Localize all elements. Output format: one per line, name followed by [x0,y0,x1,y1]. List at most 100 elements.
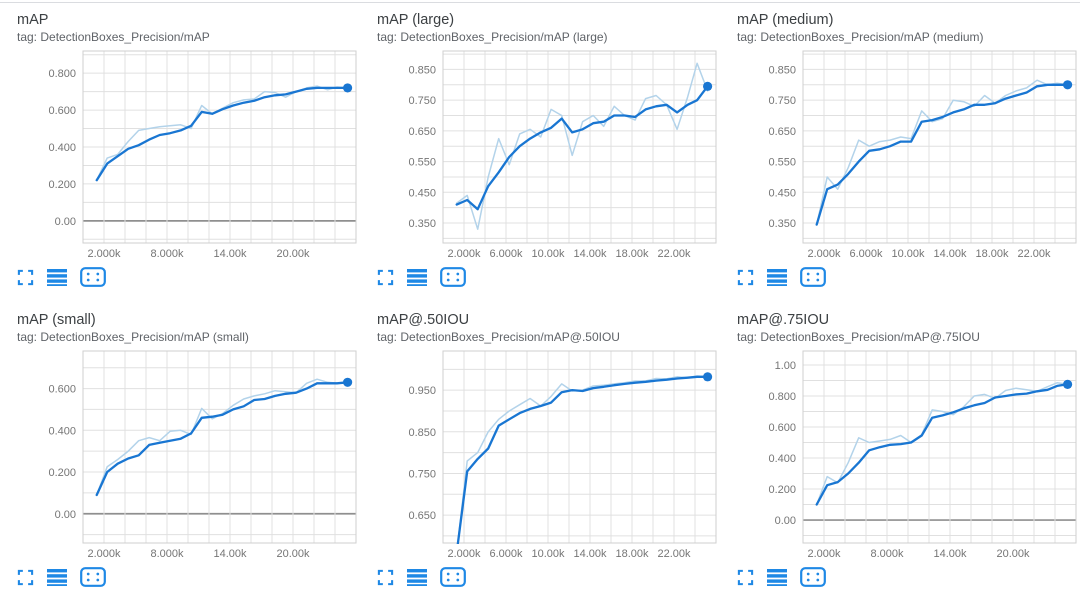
scalar-line-chart[interactable]: 0.350 0.450 0.550 0.650 0.750 0.850 2.000k 6.00… [720,3,1080,261]
svg-text:22.00k: 22.00k [657,548,691,560]
svg-text:8.000k: 8.000k [150,248,184,260]
data-table-icon [47,569,67,586]
expand-icon [737,269,754,285]
chart-header: mAP@.50IOU tag: DetectionBoxes_Precision… [377,312,620,345]
data-table-button[interactable] [767,266,787,288]
scalar-line-chart[interactable]: 0.00 0.200 0.400 0.600 2.000k 8.000k 14.00k 20.… [0,303,360,561]
svg-text:14.00k: 14.00k [933,248,967,260]
chart-title: mAP@.50IOU [377,312,470,328]
chart-title: mAP (large) [377,12,455,28]
svg-text:0.850: 0.850 [408,427,436,439]
svg-text:0.750: 0.750 [768,95,796,107]
svg-text:22.00k: 22.00k [1017,248,1051,260]
chart-tag: tag: DetectionBoxes_Precision/mAP (large… [377,30,608,44]
svg-text:0.450: 0.450 [408,187,436,199]
svg-text:14.00k: 14.00k [933,548,967,560]
fit-domain-button[interactable] [440,266,466,288]
fit-domain-button[interactable] [800,266,826,288]
data-table-icon [47,269,67,286]
svg-text:20.00k: 20.00k [996,548,1030,560]
chart-tag: tag: DetectionBoxes_Precision/mAP (small… [17,330,249,344]
svg-text:6.000k: 6.000k [849,248,883,260]
svg-text:0.750: 0.750 [408,95,436,107]
svg-text:0.350: 0.350 [768,218,796,230]
chart-header: mAP (medium) tag: DetectionBoxes_Precisi… [737,12,984,45]
fit-domain-icon [440,267,466,287]
svg-text:0.850: 0.850 [408,64,436,76]
svg-text:2.000k: 2.000k [87,248,121,260]
svg-text:0.00: 0.00 [55,509,76,521]
svg-text:0.00: 0.00 [55,216,76,228]
svg-text:0.800: 0.800 [768,391,796,403]
expand-card-button[interactable] [17,266,34,288]
svg-text:0.950: 0.950 [408,385,436,397]
chart-title: mAP (small) [17,312,96,328]
expand-card-button[interactable] [377,566,394,588]
scalar-line-chart[interactable]: 0.00 0.200 0.400 0.600 0.800 1.00 2.000k 8.000k… [720,303,1080,561]
svg-text:8.000k: 8.000k [150,548,184,560]
data-table-button[interactable] [767,566,787,588]
expand-icon [17,269,34,285]
chart-tag: tag: DetectionBoxes_Precision/mAP@.75IOU [737,330,980,344]
expand-card-button[interactable] [737,266,754,288]
svg-text:2.000k: 2.000k [447,248,481,260]
data-table-button[interactable] [407,266,427,288]
scalar-line-chart[interactable]: 0.00 0.200 0.400 0.600 0.800 2.000k 8.000k 14.0… [0,3,360,261]
svg-text:0.400: 0.400 [768,453,796,465]
data-table-icon [767,569,787,586]
svg-text:0.850: 0.850 [768,64,796,76]
svg-text:0.600: 0.600 [48,105,76,117]
chart-title: mAP@.75IOU [737,312,830,328]
svg-text:0.600: 0.600 [48,384,76,396]
svg-text:0.750: 0.750 [408,468,436,480]
chart-tag: tag: DetectionBoxes_Precision/mAP (mediu… [737,30,984,44]
chart-header: mAP@.75IOU tag: DetectionBoxes_Precision… [737,312,980,345]
svg-text:0.200: 0.200 [768,484,796,496]
expand-card-button[interactable] [737,566,754,588]
chart-header: mAP (small) tag: DetectionBoxes_Precisio… [17,312,249,345]
scalar-chart-card: 0.00 0.200 0.400 0.600 0.800 2.000k 8.000k 14.0… [0,3,360,303]
expand-card-button[interactable] [17,566,34,588]
svg-text:0.00: 0.00 [775,515,796,527]
expand-icon [737,569,754,585]
svg-text:6.000k: 6.000k [489,548,523,560]
svg-text:0.350: 0.350 [408,218,436,230]
scalar-chart-card: 0.00 0.200 0.400 0.600 2.000k 8.000k 14.00k 20.… [0,303,360,606]
svg-text:18.00k: 18.00k [615,248,649,260]
svg-text:14.00k: 14.00k [573,548,607,560]
fit-domain-icon [80,567,106,587]
svg-text:0.550: 0.550 [768,157,796,169]
svg-text:10.00k: 10.00k [531,248,565,260]
expand-icon [377,269,394,285]
svg-text:0.200: 0.200 [48,467,76,479]
data-table-button[interactable] [47,566,67,588]
svg-text:0.200: 0.200 [48,179,76,191]
svg-text:10.00k: 10.00k [891,248,925,260]
svg-text:6.000k: 6.000k [489,248,523,260]
svg-text:10.00k: 10.00k [531,548,565,560]
fit-domain-button[interactable] [80,566,106,588]
scalar-chart-card: 0.350 0.450 0.550 0.650 0.750 0.850 2.000k 6.00… [720,3,1080,303]
scalar-line-chart[interactable]: 0.650 0.750 0.850 0.950 2.000k 6.000k 10.00k 14… [360,303,720,561]
scalar-chart-card: 0.650 0.750 0.850 0.950 2.000k 6.000k 10.00k 14… [360,303,720,606]
scalar-line-chart[interactable]: 0.350 0.450 0.550 0.650 0.750 0.850 2.000k 6.00… [360,3,720,261]
scalar-chart-card: 0.00 0.200 0.400 0.600 0.800 1.00 2.000k 8.000k… [720,303,1080,606]
fit-domain-button[interactable] [80,266,106,288]
chart-header: mAP (large) tag: DetectionBoxes_Precisio… [377,12,608,45]
chart-title: mAP (medium) [737,12,834,28]
fit-domain-icon [440,567,466,587]
data-table-icon [407,269,427,286]
expand-card-button[interactable] [377,266,394,288]
svg-text:2.000k: 2.000k [807,248,841,260]
svg-text:0.650: 0.650 [408,510,436,522]
svg-text:20.00k: 20.00k [276,248,310,260]
data-table-button[interactable] [407,566,427,588]
svg-text:0.600: 0.600 [768,422,796,434]
svg-text:0.400: 0.400 [48,425,76,437]
svg-text:22.00k: 22.00k [657,248,691,260]
svg-text:14.00k: 14.00k [213,548,247,560]
fit-domain-button[interactable] [440,566,466,588]
data-table-button[interactable] [47,266,67,288]
fit-domain-button[interactable] [800,566,826,588]
